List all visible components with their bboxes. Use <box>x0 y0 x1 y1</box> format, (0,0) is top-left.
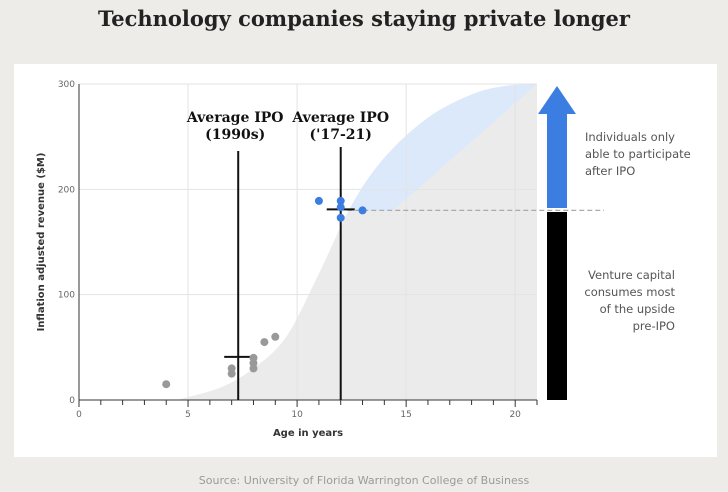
public-annotation-line: able to participate <box>585 147 691 161</box>
x-tick-label: 5 <box>185 410 191 420</box>
data-point-1990s <box>271 332 280 341</box>
public-annotation-line: after IPO <box>585 164 635 178</box>
public-area <box>348 84 537 211</box>
private-annotation-line: consumes most <box>584 285 675 299</box>
chart-card: 0 5 10 15 20 0 100 200 300 Average IPO (1990s) Ave… <box>14 64 717 457</box>
y-tick-label: 300 <box>58 80 75 90</box>
x-tick-label: 15 <box>400 410 411 420</box>
y-tick-label: 0 <box>69 396 75 406</box>
x-axis-label: Age in years <box>273 428 343 439</box>
source-note: Source: University of Florida Warrington… <box>198 474 530 487</box>
average-ipo-label: Average IPO <box>291 110 389 126</box>
average-markers: Average IPO(1990s)Average IPO('17-21) <box>186 110 389 400</box>
chart-title: Technology companies staying private lon… <box>98 6 630 31</box>
data-point-2017-21 <box>358 206 367 215</box>
average-ipo-label: Average IPO <box>186 110 284 126</box>
x-tick-label: 10 <box>291 410 303 420</box>
private-annotation-line: Venture capital <box>588 268 675 282</box>
data-point-2017-21 <box>336 203 345 212</box>
private-annotation-line: of the upside <box>600 302 675 316</box>
public-arrow-head <box>538 86 576 114</box>
data-points <box>162 196 367 389</box>
average-ipo-label: (1990s) <box>205 127 265 143</box>
data-point-1990s <box>249 353 258 362</box>
side-annotation: Individuals only able to participate after… <box>538 86 691 400</box>
y-tick-label: 100 <box>58 291 75 301</box>
grid-lines <box>79 83 537 400</box>
x-tick-label: 20 <box>509 410 521 420</box>
data-point-1990s <box>227 364 236 373</box>
average-ipo-label: ('17-21) <box>310 127 372 143</box>
data-point-2017-21 <box>336 196 345 205</box>
private-annotation-line: pre-IPO <box>633 319 675 333</box>
data-point-1990s <box>260 338 269 347</box>
private-bar <box>547 212 567 400</box>
public-arrow-shaft <box>547 114 567 208</box>
y-tick-label: 200 <box>58 185 75 195</box>
public-annotation-line: Individuals only <box>585 130 675 144</box>
x-tick-label: 0 <box>76 410 82 420</box>
data-point-2017-21 <box>314 196 323 205</box>
data-point-1990s <box>162 380 171 389</box>
y-axis-label: Inflation adjusted revenue ($M) <box>36 153 47 332</box>
data-point-2017-21 <box>336 213 345 222</box>
chart-areas <box>177 84 537 400</box>
